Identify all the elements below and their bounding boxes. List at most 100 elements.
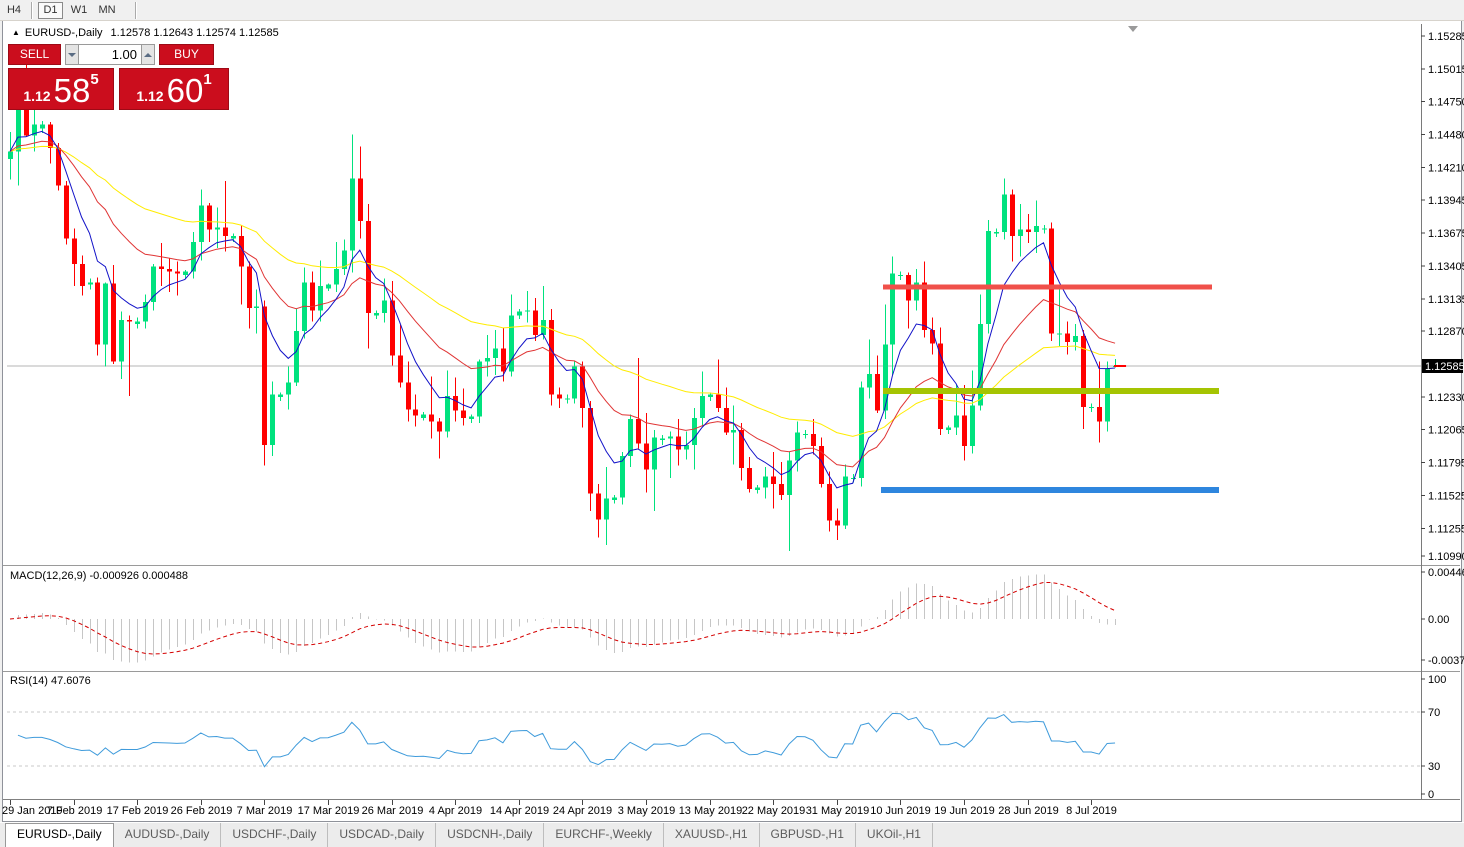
buy-button[interactable]: BUY (159, 44, 214, 65)
price-axis-label: 1.13675 (1428, 228, 1464, 240)
candle-body (771, 476, 776, 484)
rsi-value: 47.6076 (50, 675, 91, 687)
candle-body (159, 266, 164, 269)
timeframe-w1-button[interactable]: W1 (70, 4, 88, 16)
chart-shift-marker-icon[interactable] (1128, 26, 1138, 32)
rsi-axis-label: 70 (1428, 707, 1440, 719)
candle-body (1002, 194, 1007, 233)
candle-body (493, 348, 498, 359)
candle-body (803, 433, 808, 436)
candle-body (239, 235, 244, 267)
macd-signal-line (9, 582, 1116, 655)
candle-body (151, 266, 156, 302)
tab-usdcad-daily[interactable]: USDCAD-,Daily (328, 823, 437, 847)
candle-body (700, 395, 705, 418)
tab-eurusd-daily[interactable]: EURUSD-,Daily (5, 823, 114, 847)
collapse-triangle-icon[interactable]: ▲ (12, 28, 20, 37)
tab-xauusd-h1[interactable]: XAUUSD-,H1 (664, 823, 760, 847)
candle-body (1010, 194, 1015, 236)
horizontal-ray[interactable] (883, 284, 1212, 290)
date-axis-label: 3 May 2019 (618, 805, 675, 817)
horizontal-ray[interactable] (883, 388, 1219, 395)
macd-signal (9, 582, 1116, 655)
tab-gbpusd-h1[interactable]: GBPUSD-,H1 (760, 823, 856, 847)
candle-body (191, 241, 196, 272)
candle-body (572, 366, 577, 399)
candle-body (143, 301, 148, 322)
candle-body (739, 430, 744, 469)
candle-body (413, 409, 418, 416)
candle-body (819, 446, 824, 484)
date-axis-label: 28 Jun 2019 (998, 805, 1059, 817)
candle-body (938, 343, 943, 429)
candle-body (580, 366, 585, 409)
rsi-axis-label: 0 (1428, 789, 1434, 801)
current-price-tag-text: 1.12585 (1425, 361, 1464, 373)
candle-body (421, 414, 426, 418)
candle-body (445, 395, 450, 432)
toolbar-separator (31, 1, 33, 19)
volume-input[interactable] (79, 44, 141, 65)
chart-title: ▲ EURUSD-,Daily 1.12578 1.12643 1.12574 1.… (12, 27, 279, 39)
candle-body (342, 250, 347, 269)
timeframe-h4-button[interactable]: H4 (6, 4, 22, 16)
candle-body (875, 373, 880, 411)
candle-body (946, 427, 951, 431)
chart-window (2, 20, 1462, 822)
candle-body (374, 312, 379, 316)
candle-body (890, 273, 895, 345)
price-axis-label: 1.11795 (1428, 458, 1464, 470)
candle-body (970, 405, 975, 447)
candle-body (668, 436, 673, 439)
candle-body (811, 433, 816, 447)
candle-body (1034, 226, 1039, 233)
candle-body (326, 284, 331, 289)
sell-button[interactable]: SELL (8, 44, 61, 65)
price-axis-label: 1.14750 (1428, 96, 1464, 108)
candle-body (517, 311, 522, 316)
candle-body (922, 282, 927, 330)
sell-price-display[interactable]: 1.12 58 5 (8, 68, 114, 110)
price-axis-label: 1.14480 (1428, 129, 1464, 141)
candle-body (898, 274, 903, 277)
tab-usdcnh-daily[interactable]: USDCNH-,Daily (436, 823, 545, 847)
macd-indicator-label: MACD(12,26,9) -0.000926 0.000488 (10, 570, 188, 582)
candle-body (199, 205, 204, 242)
candle-body (684, 444, 689, 450)
candle-body (763, 476, 768, 488)
price-axis-label: 1.11525 (1428, 491, 1464, 503)
candle-body (1081, 336, 1086, 407)
horizontal-ray[interactable] (881, 487, 1219, 494)
chart-ohlc-quote: 1.12578 1.12643 1.12574 1.12585 (110, 27, 279, 39)
buy-price-display[interactable]: 1.12 60 1 (119, 68, 229, 110)
candle-body (1042, 228, 1047, 230)
arrow-down-icon (68, 52, 76, 57)
timeframe-mn-button[interactable]: MN (98, 4, 116, 16)
candle-body (437, 421, 442, 432)
toolbar-separator (135, 1, 137, 19)
candle-body (183, 271, 188, 275)
buy-price-big-figure: 1.12 (136, 88, 164, 104)
tab-audusd-daily[interactable]: AUDUSD-,Daily (114, 823, 222, 847)
date-axis-label: 26 Feb 2019 (171, 805, 233, 817)
candle-body (636, 419, 641, 444)
candle-body (390, 300, 395, 356)
rsi-axis-label: 100 (1428, 674, 1446, 686)
candle-body (859, 387, 864, 478)
candle-body (565, 398, 570, 400)
candle-body (16, 94, 21, 152)
volume-increase-button[interactable] (141, 44, 155, 65)
candle-body (1105, 369, 1110, 422)
timeframe-d1-button[interactable]: D1 (38, 1, 63, 19)
tab-eurchf-weekly[interactable]: EURCHF-,Weekly (544, 823, 664, 847)
candle-body (596, 493, 601, 520)
price-axis-label: 1.12065 (1428, 425, 1464, 437)
tab-usdchf-daily[interactable]: USDCHF-,Daily (221, 823, 329, 847)
date-axis-label: 19 Jun 2019 (934, 805, 995, 817)
candle-body (127, 320, 132, 322)
candle-body (477, 361, 482, 417)
volume-decrease-button[interactable] (65, 44, 79, 65)
tab-ukoil-h1[interactable]: UKOil-,H1 (856, 823, 933, 847)
candle-body (843, 476, 848, 526)
